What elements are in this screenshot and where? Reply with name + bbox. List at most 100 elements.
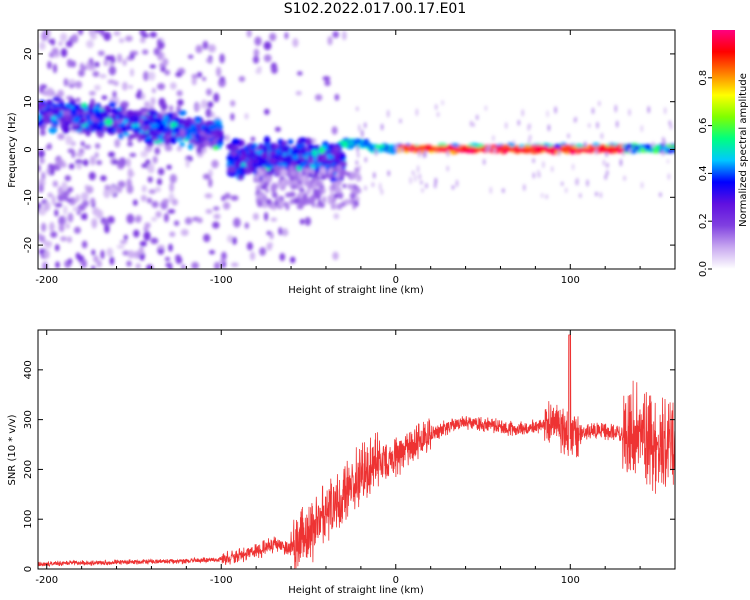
heatmap-cell <box>202 173 211 180</box>
heatmap-cell <box>521 109 524 117</box>
heatmap-cell <box>299 191 305 197</box>
heatmap-cell <box>588 123 591 128</box>
heatmap-cell <box>339 168 346 176</box>
snr-x-axis-label: Height of straight line (km) <box>288 585 424 596</box>
heatmap-cell <box>208 123 218 131</box>
heatmap-cell <box>146 264 154 269</box>
heatmap-cell <box>150 132 158 138</box>
heatmap-cell <box>184 217 193 225</box>
heatmap-cell <box>623 175 626 181</box>
heatmap-cell <box>547 124 551 132</box>
heatmap-cell <box>205 58 212 63</box>
heatmap-cell <box>118 133 124 140</box>
heatmap-cell <box>126 109 134 118</box>
heatmap-cell <box>126 158 131 168</box>
heatmap-cell <box>171 198 178 206</box>
heatmap-cell <box>591 107 595 115</box>
heatmap-cell <box>127 142 134 147</box>
heatmap-cell <box>118 157 127 167</box>
heatmap-cell <box>178 119 187 124</box>
heatmap-cell <box>332 251 339 261</box>
heatmap-cell <box>141 163 147 168</box>
colorbar-tick-label: 0.4 <box>698 165 709 181</box>
heatmap-cell <box>567 133 570 139</box>
heatmap-cell <box>480 147 487 151</box>
heatmap-cell <box>67 186 74 193</box>
heatmap-cell <box>151 87 156 94</box>
heatmap-cell <box>606 163 609 168</box>
heatmap-cell <box>271 65 278 74</box>
heatmap-cell <box>395 144 398 152</box>
heatmap-cell <box>47 192 53 198</box>
heatmap-cell <box>379 182 382 191</box>
heatmap-cell <box>141 33 150 38</box>
heatmap-cell <box>203 139 211 147</box>
heatmap-cell <box>82 159 89 167</box>
heatmap-cell <box>231 138 241 146</box>
heatmap-cell <box>324 80 331 87</box>
heatmap-cell <box>544 148 550 152</box>
spectrogram-x-axis-label: Height of straight line (km) <box>288 285 424 296</box>
heatmap-cell <box>305 188 312 195</box>
heatmap-cell <box>55 261 60 269</box>
heatmap-cell <box>288 179 294 188</box>
heatmap-cell <box>501 148 507 151</box>
heatmap-cell <box>54 202 63 208</box>
heatmap-cell <box>295 143 304 150</box>
heatmap-cell <box>483 158 486 166</box>
heatmap-cell <box>122 132 130 137</box>
heatmap-cell <box>421 187 424 193</box>
heatmap-cell <box>276 182 282 188</box>
heatmap-cell <box>280 168 288 177</box>
heatmap-cell <box>205 134 214 139</box>
heatmap-cell <box>576 144 584 149</box>
heatmap-cell <box>349 171 357 180</box>
heatmap-cell <box>191 77 197 86</box>
heatmap-cell <box>579 193 582 198</box>
heatmap-cell <box>85 39 94 49</box>
heatmap-cell <box>96 160 103 166</box>
heatmap-cell <box>667 173 671 180</box>
heatmap-cell <box>476 114 479 121</box>
x-tick-label: -200 <box>35 575 58 586</box>
heatmap-cell <box>411 170 415 176</box>
heatmap-cell <box>330 203 335 210</box>
heatmap-cell <box>425 183 428 189</box>
heatmap-cell <box>485 146 488 153</box>
heatmap-cell <box>122 250 130 256</box>
heatmap-cell <box>70 108 78 116</box>
heatmap-cell <box>77 30 84 36</box>
y-tick-label: 0 <box>23 566 34 572</box>
heatmap-cell <box>239 154 247 162</box>
heatmap-cell <box>88 90 96 96</box>
heatmap-cell <box>640 181 644 189</box>
heatmap-cell <box>107 79 116 85</box>
heatmap-cell <box>527 124 530 132</box>
heatmap-cell <box>270 157 278 164</box>
heatmap-cell <box>129 152 137 158</box>
heatmap-cell <box>52 180 58 188</box>
heatmap-cell <box>472 122 475 127</box>
heatmap-cell <box>169 82 177 90</box>
heatmap-cell <box>284 32 289 40</box>
heatmap-cell <box>246 241 254 251</box>
heatmap-cell <box>163 213 169 223</box>
heatmap-cell <box>333 193 339 199</box>
colorbar-bar <box>712 30 735 269</box>
heatmap-cell <box>333 145 341 152</box>
heatmap-cell <box>321 196 327 204</box>
heatmap-cell <box>103 31 112 41</box>
heatmap-cell <box>264 212 269 221</box>
heatmap-cell <box>446 165 449 172</box>
heatmap-cell <box>151 200 159 208</box>
heatmap-cell <box>80 192 89 201</box>
heatmap-cell <box>379 144 386 149</box>
heatmap-cell <box>65 223 70 229</box>
heatmap-cell <box>299 218 305 225</box>
heatmap-cell <box>616 120 619 128</box>
heatmap-cell <box>144 124 151 130</box>
heatmap-cell <box>194 119 201 124</box>
heatmap-cell <box>259 169 264 177</box>
heatmap-cell <box>250 136 256 142</box>
heatmap-cell <box>74 80 83 89</box>
